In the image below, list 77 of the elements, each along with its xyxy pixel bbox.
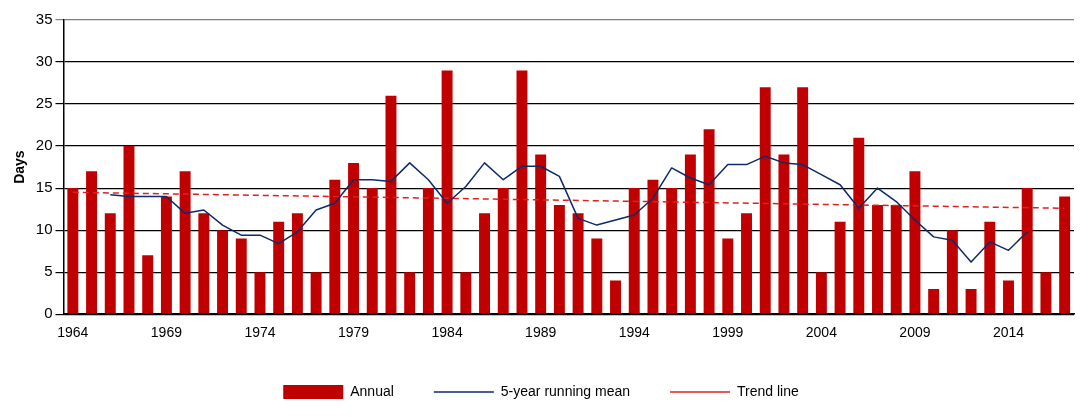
bar [928,288,940,314]
y-tick-label: 0 [44,304,53,322]
bar [535,154,547,314]
x-tick-label: 1964 [57,324,89,341]
bar [123,146,135,314]
x-tick-label: 1969 [150,324,183,341]
y-tick-label: 10 [35,220,53,238]
y-tick-label: 5 [44,262,53,280]
bar [291,213,303,314]
bar [797,87,809,314]
x-tick-label: 1999 [712,324,744,341]
bar [1021,188,1033,314]
x-tick-label: 2009 [899,324,931,341]
bar [310,272,322,314]
bar [516,70,528,314]
bar [722,238,734,314]
bar [1003,280,1014,314]
bar [909,171,921,314]
bar [86,171,98,314]
bar [741,213,752,314]
legend-label: Trend line [737,382,799,399]
bar [348,162,360,314]
bar [666,188,678,314]
bar [142,255,154,314]
bar [422,188,434,314]
bar [890,204,902,314]
bar [778,154,790,314]
y-tick-label: 25 [35,94,53,112]
bar [273,221,285,314]
bar [703,129,715,314]
bar [628,188,640,314]
bar [610,280,621,314]
bar [329,179,341,314]
bar [235,238,247,314]
y-tick-label: 30 [35,52,53,70]
y-tick-label: 35 [35,10,53,28]
bar [217,230,229,314]
bar [441,70,453,314]
x-tick-label: 1994 [618,324,651,341]
bar [815,272,827,314]
bar [67,188,79,314]
bar [684,154,696,314]
bar [872,204,883,314]
bar [946,230,958,314]
bar [479,213,491,314]
bar [759,87,771,314]
bar [198,213,210,314]
legend-label: 5-year running mean [500,382,631,399]
x-tick-label: 1984 [431,324,463,341]
bar [1059,196,1071,314]
bar [254,272,266,314]
bar [1040,272,1052,314]
x-tick-label: 2014 [992,324,1025,341]
bar [179,171,191,314]
y-tick-label: 20 [35,136,53,154]
bar [460,272,472,314]
bar [834,221,846,314]
bar [984,221,996,314]
bar [385,95,397,314]
bar [104,213,116,314]
bar [553,204,565,314]
x-tick-label: 1979 [337,324,370,341]
bar [572,213,584,314]
y-axis-title: Days [11,150,28,184]
bar [965,288,977,314]
bar [404,272,416,314]
y-tick-label: 15 [35,178,53,196]
bar [497,188,509,314]
bar [366,188,378,314]
legend-label: Annual [350,382,394,399]
x-tick-label: 1989 [525,324,557,341]
x-tick-label: 2004 [805,324,838,341]
bar [160,196,172,314]
bar [647,179,659,314]
x-tick-label: 1974 [244,324,276,341]
bar [591,238,603,314]
bar [853,137,865,314]
